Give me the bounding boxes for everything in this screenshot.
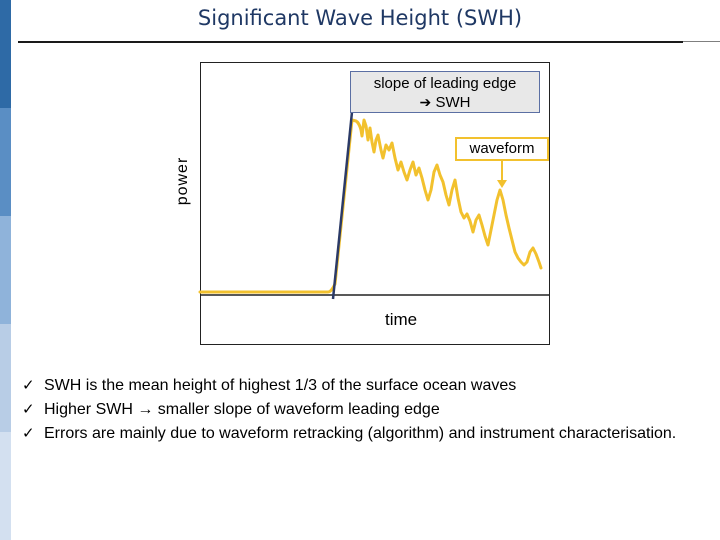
- bullet-text: Higher SWH → smaller slope of waveform l…: [44, 401, 440, 418]
- bullet-text: Errors are mainly due to waveform retrac…: [44, 425, 677, 442]
- side-bar-segment: [0, 0, 11, 108]
- waveform-figure-frame: [200, 62, 550, 345]
- side-bar-segment: [0, 432, 11, 540]
- bullet-text: SWH is the mean height of highest 1/3 of…: [44, 377, 517, 394]
- side-decoration-bar: [0, 0, 11, 540]
- checkmark-icon: ✓: [22, 401, 35, 418]
- y-axis-label: power: [174, 156, 191, 206]
- waveform-pointer-arrowhead: [497, 180, 507, 188]
- slide-title: Significant Wave Height (SWH): [197, 6, 523, 30]
- side-bar-segment: [0, 216, 11, 324]
- side-bar-segment: [0, 324, 11, 432]
- list-item: ✓ Higher SWH → smaller slope of waveform…: [22, 398, 692, 422]
- checkmark-icon: ✓: [22, 425, 35, 442]
- waveform-callout-box: waveform: [455, 137, 549, 161]
- list-item: ✓ Errors are mainly due to waveform retr…: [22, 422, 692, 446]
- leading-edge-slope-line: [331, 111, 354, 300]
- side-bar-segment: [0, 108, 11, 216]
- slope-callout-line1: slope of leading edge: [373, 75, 517, 92]
- slope-callout-line2-row: ➔ SWH: [351, 93, 539, 112]
- right-arrow-icon: ➔: [419, 94, 432, 110]
- slope-callout-box: slope of leading edge ➔ SWH: [350, 71, 540, 113]
- checkmark-icon: ✓: [22, 377, 35, 394]
- list-item: ✓ SWH is the mean height of highest 1/3 …: [22, 374, 692, 398]
- title-underline: [18, 41, 683, 43]
- bullet-list: ✓ SWH is the mean height of highest 1/3 …: [22, 374, 692, 446]
- waveform-curve: [198, 118, 543, 294]
- title-underline-extension: [683, 41, 720, 42]
- slope-callout-line2: SWH: [435, 94, 471, 111]
- x-axis-label: time: [385, 310, 418, 329]
